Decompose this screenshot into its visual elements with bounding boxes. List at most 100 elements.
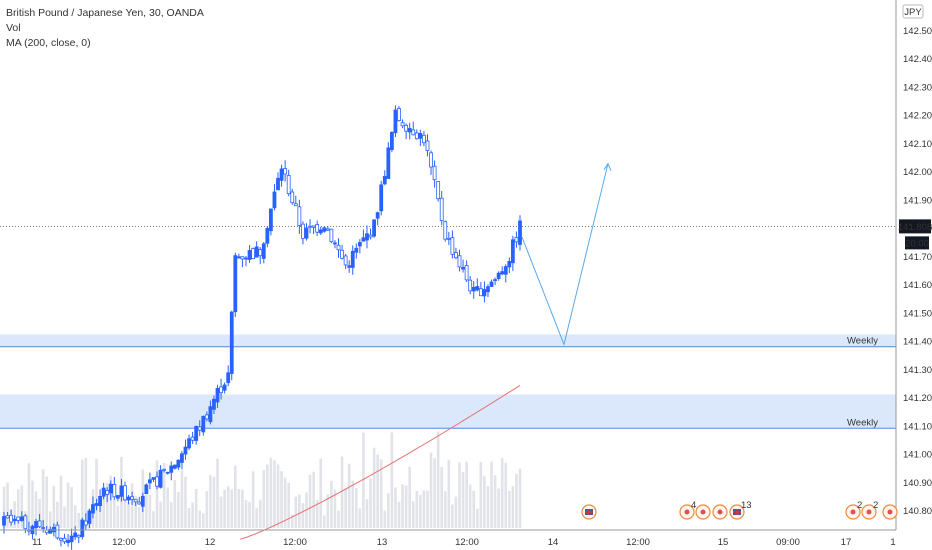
volume-bar [468,484,472,528]
volume-bar [362,432,365,528]
volume-bar [355,487,358,528]
volume-bar [287,482,290,528]
volume-bar [266,464,269,528]
candle-body [208,406,213,423]
candle-body [347,265,352,268]
candle-body [91,504,95,514]
candle-body [478,288,483,297]
x-tick-label: 11 [32,537,42,548]
currency-badge-text: JPY [904,7,922,18]
event-dot-icon [887,509,893,515]
y-tick-label: 141.000 [903,450,932,461]
candle-body [254,246,259,258]
volume-bar [358,508,362,528]
candle-body [247,250,252,260]
volume-bar [504,462,508,528]
y-tick-label: 141.400 [903,337,932,348]
volume-bar [465,461,468,528]
x-tick-label: 17 [841,537,852,548]
volume-bar [134,496,137,528]
candle-body [393,109,398,134]
x-tick-label: 14 [548,537,559,548]
candle-body [155,476,159,487]
volume-bar [422,490,426,528]
candle-body [464,265,469,281]
volume-bar [500,457,504,528]
candle-body [454,252,458,259]
volume-bar [486,486,490,528]
candle-body [308,225,312,228]
candle-body [201,415,206,433]
x-tick-label: 12:00 [112,537,136,548]
volume-bar [419,494,422,528]
x-tick-label: 15 [718,537,729,548]
candle-body [389,131,394,150]
y-tick-label: 141.900 [903,195,932,206]
volume-bar [201,513,205,528]
volume-bar [315,499,319,528]
y-tick-label: 141.500 [903,308,932,319]
volume-bar [493,475,497,528]
candle-body [80,519,85,537]
currency-badge[interactable] [902,4,924,19]
event-count: 4 [691,500,696,511]
candle-body [69,535,74,543]
volume-bar [152,511,155,528]
volume-bar [337,510,340,528]
candle-body [172,464,177,469]
volume-bar [16,489,20,528]
volume-bar [80,459,84,528]
candle-body [336,244,341,251]
volume-bar [283,477,287,528]
candle-body [418,133,423,139]
zone-label: Weekly [847,417,878,428]
volume-bar [148,494,152,528]
volume-bar [198,510,202,528]
candle-body [286,175,291,195]
time-tag [905,236,929,250]
candle-body [311,225,316,228]
candle-body [83,520,88,526]
candle-body [272,191,277,209]
candle-body [315,224,320,233]
event-dot-icon [684,509,690,515]
volume-bar [397,501,401,528]
candle-body [112,484,117,498]
y-tick-label: 141.700 [903,252,932,263]
candle-body [180,453,184,463]
y-tick-label: 141.300 [903,365,932,376]
candle-body [73,532,78,538]
candle-body [212,398,216,410]
candle-body [293,203,298,207]
volume-bar [426,490,429,528]
volume-bar [212,477,216,528]
volume-bar [77,512,81,528]
last-price-value: 141.808 [898,222,932,233]
volume-bar [31,480,34,528]
volume-bar [454,496,458,528]
candle-body [62,537,67,543]
x-tick-label: 1 [890,537,895,548]
candle-body [429,152,433,168]
volume-bar [102,490,105,528]
volume-bar [404,485,408,528]
volume-bar [105,482,109,528]
moving-average-line [239,384,521,540]
candle-body [151,477,156,480]
volume-bar [66,482,70,528]
volume-bar [84,457,88,528]
candle-body [169,465,174,473]
y-tick-label: 140.900 [903,478,932,489]
legend-vol: Vol [6,22,21,34]
candle-body [66,539,70,543]
candle-body [425,140,430,151]
candle-body [279,168,284,181]
volume-bar [433,458,436,528]
candle-body [397,108,401,121]
candle-body [183,446,188,455]
candle-body [130,496,135,500]
candle-body [382,176,387,185]
volume-bar [194,488,198,528]
